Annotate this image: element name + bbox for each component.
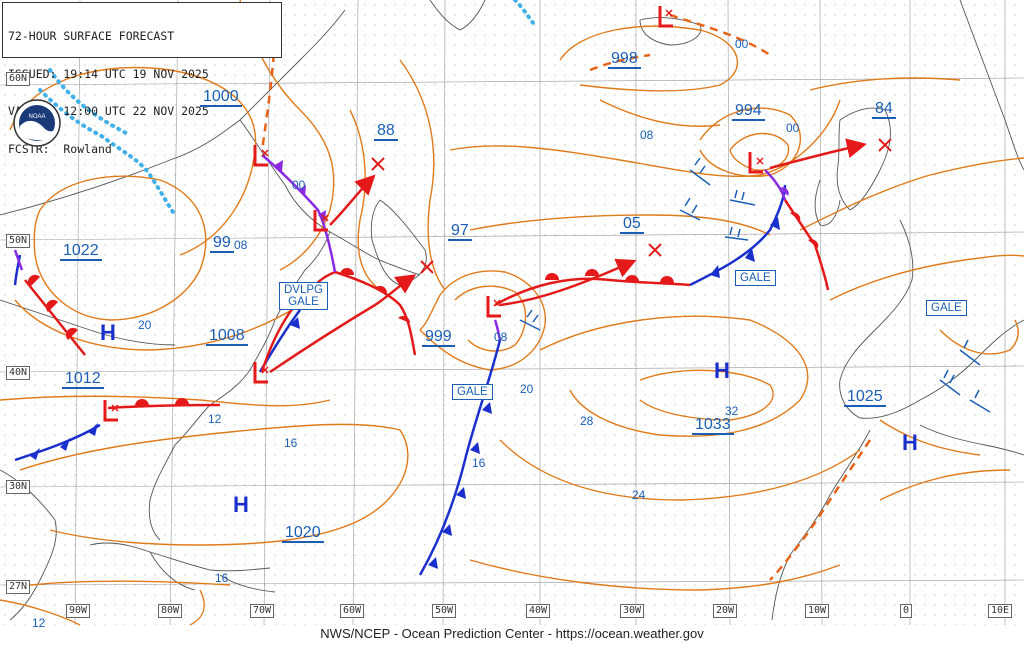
- isobar-label-00c: 00: [786, 121, 800, 135]
- logo-text: NOAA: [28, 114, 45, 120]
- low-icon-3: [103, 400, 118, 422]
- warning-gale-text: GALE: [288, 296, 319, 308]
- cold-front-barbs: [30, 217, 780, 569]
- pressure-1000: 1000: [200, 88, 242, 107]
- low-centers: [103, 6, 763, 422]
- pressure-994: 994: [732, 102, 765, 121]
- isobar-label-08a: 08: [234, 238, 248, 252]
- troughs: [260, 13, 872, 581]
- graticule: [0, 0, 1024, 626]
- pressure-998: 998: [608, 50, 641, 69]
- low-icon-5: [486, 296, 501, 318]
- warning-gale-mid: GALE: [735, 270, 776, 286]
- pressure-97: 97: [448, 222, 472, 241]
- storm-tracks: [269, 138, 867, 374]
- forecast-header: 72-HOUR SURFACE FORECAST ISSUED: 19:14 U…: [2, 2, 282, 155]
- isobar-label-20a: 20: [138, 318, 152, 332]
- lon-label-40w: 40W: [526, 604, 551, 618]
- pressure-1033: 1033: [692, 416, 734, 435]
- isobar-label-08b: 08: [640, 128, 654, 142]
- lon-label-10e: 10E: [988, 604, 1013, 618]
- low-icon-2: [313, 210, 328, 232]
- pressure-1022: 1022: [60, 242, 102, 261]
- lon-label-20w: 20W: [713, 604, 738, 618]
- noaa-logo-icon: NOAA: [13, 99, 61, 147]
- isobar-label-00b: 00: [735, 37, 749, 51]
- x-markers: [371, 138, 892, 274]
- lat-label-27n: 27N: [6, 580, 31, 594]
- lon-label-10w: 10W: [805, 604, 830, 618]
- low-icon-7: [658, 6, 673, 28]
- lon-label-60w: 60W: [340, 604, 365, 618]
- warning-gale-east: GALE: [926, 300, 967, 316]
- lon-label-50w: 50W: [432, 604, 457, 618]
- pressure-1020: 1020: [282, 524, 324, 543]
- high-center-3: H: [233, 492, 249, 517]
- isobar-label-16c: 16: [215, 571, 229, 585]
- lat-label-60n: 60N: [6, 72, 31, 86]
- wind-barbs: [519, 157, 991, 413]
- pressure-99: 99: [210, 234, 234, 253]
- low-icon-1: [253, 145, 268, 167]
- lat-label-30n: 30N: [6, 480, 31, 494]
- isobar-label-24: 24: [632, 488, 646, 502]
- header-title: 72-HOUR SURFACE FORECAST: [8, 29, 175, 43]
- source-footer: NWS/NCEP - Ocean Prediction Center - htt…: [320, 626, 704, 641]
- isobar-label-20b: 20: [520, 382, 534, 396]
- ice-edge: [38, 0, 537, 217]
- occluded-fronts: [13, 154, 787, 341]
- low-icon-6: [748, 152, 763, 174]
- isobar-label-08c: 08: [494, 330, 508, 344]
- pressure-1025: 1025: [844, 388, 886, 407]
- pressure-84: 84: [872, 100, 896, 119]
- lat-label-40n: 40N: [6, 366, 31, 380]
- pressure-88: 88: [374, 122, 398, 141]
- isobar-label-12a: 12: [208, 412, 222, 426]
- isobar-label-16b: 16: [472, 456, 486, 470]
- pressure-1012: 1012: [62, 370, 104, 389]
- isobar-label-28: 28: [580, 414, 594, 428]
- dot-grid: [0, 0, 1024, 625]
- header-issued: ISSUED: 19:14 UTC 19 NOV 2025: [8, 66, 209, 81]
- lon-label-70w: 70W: [250, 604, 275, 618]
- coastlines: [0, 0, 1024, 621]
- isobar-label-12b: 12: [32, 616, 46, 630]
- lon-label-90w: 90W: [66, 604, 91, 618]
- lon-label-30w: 30W: [620, 604, 645, 618]
- high-center-1: H: [100, 320, 116, 345]
- warning-dvlpg-gale: DVLPG GALE: [279, 282, 328, 310]
- warning-gale-west: GALE: [452, 384, 493, 400]
- low-icon-4: [253, 362, 268, 384]
- lon-label-0: 0: [900, 604, 913, 618]
- warm-front-bumps: [27, 212, 819, 406]
- lon-label-80w: 80W: [158, 604, 183, 618]
- lat-label-50n: 50N: [6, 234, 31, 248]
- high-center-2: H: [714, 358, 730, 383]
- pressure-999: 999: [422, 328, 455, 347]
- isobar-label-32: 32: [725, 404, 739, 418]
- pressure-05: 05: [620, 215, 644, 234]
- low-center-x: [111, 9, 764, 412]
- warning-dvlpg-text: DVLPG: [284, 284, 323, 296]
- high-center-4: H: [902, 430, 918, 455]
- isobar-label-16a: 16: [284, 436, 298, 450]
- isobar-label-00a: 00: [292, 178, 306, 192]
- pressure-1008: 1008: [206, 327, 248, 346]
